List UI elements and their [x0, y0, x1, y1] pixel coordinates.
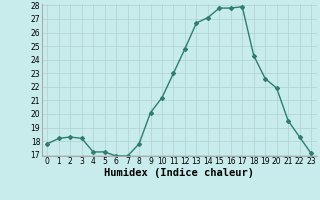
X-axis label: Humidex (Indice chaleur): Humidex (Indice chaleur)	[104, 168, 254, 178]
